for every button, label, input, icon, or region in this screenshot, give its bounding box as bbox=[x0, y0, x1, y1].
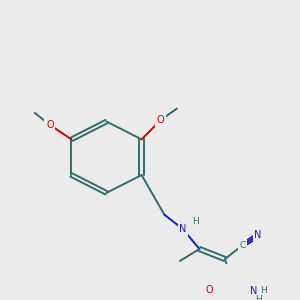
Text: O: O bbox=[206, 285, 214, 295]
Text: N: N bbox=[250, 286, 258, 296]
Text: N: N bbox=[179, 224, 187, 234]
Text: C: C bbox=[239, 241, 245, 250]
Text: H: H bbox=[192, 217, 199, 226]
Text: H: H bbox=[260, 286, 266, 295]
Text: O: O bbox=[157, 115, 164, 125]
Text: H: H bbox=[255, 296, 262, 300]
Text: N: N bbox=[254, 230, 262, 240]
Text: O: O bbox=[46, 120, 54, 130]
